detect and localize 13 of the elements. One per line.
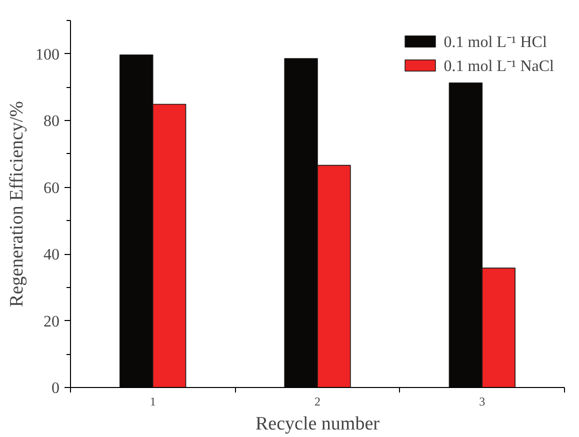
y-tick-label: 100: [36, 46, 60, 64]
y-tick-label: 80: [44, 113, 60, 130]
y-axis-title: Regeneration Efficiency/%: [6, 100, 28, 307]
y-tick-label: 60: [44, 180, 60, 197]
x-tick-label: 1: [150, 394, 156, 408]
x-axis-title: Recycle number: [256, 414, 380, 434]
legend-label: 0.1 mol L⁻¹ HCl: [444, 33, 547, 52]
y-tick-label: 40: [44, 246, 60, 264]
legend-label: 0.1 mol L⁻¹ NaCl: [444, 57, 554, 76]
x-tick-label: 3: [479, 394, 486, 408]
y-tick-label: 20: [44, 313, 60, 330]
x-tick-label: 2: [314, 394, 320, 408]
y-tick-label: 0: [52, 380, 60, 397]
